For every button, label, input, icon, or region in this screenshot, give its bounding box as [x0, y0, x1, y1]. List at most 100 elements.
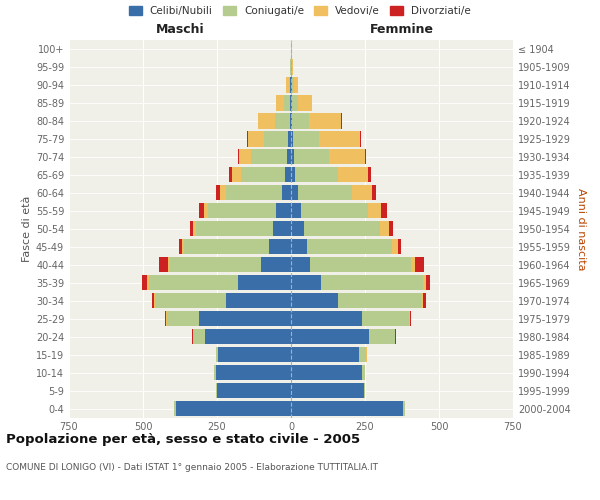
- Bar: [392, 239, 398, 254]
- Bar: [165, 311, 166, 326]
- Bar: [238, 149, 239, 164]
- Bar: [362, 365, 365, 380]
- Bar: [232, 167, 241, 182]
- Bar: [338, 167, 368, 182]
- Bar: [215, 347, 218, 362]
- Bar: [291, 401, 403, 416]
- Bar: [184, 239, 269, 254]
- Bar: [365, 149, 367, 164]
- Bar: [291, 311, 362, 326]
- Bar: [292, 60, 293, 74]
- Bar: [291, 383, 364, 398]
- Bar: [215, 185, 220, 200]
- Bar: [205, 329, 291, 344]
- Bar: [193, 329, 205, 344]
- Bar: [291, 275, 320, 290]
- Bar: [364, 383, 365, 398]
- Bar: [292, 96, 298, 110]
- Bar: [380, 221, 389, 236]
- Bar: [288, 131, 291, 146]
- Bar: [282, 185, 291, 200]
- Bar: [289, 78, 290, 92]
- Bar: [285, 167, 291, 182]
- Bar: [199, 203, 203, 218]
- Bar: [262, 257, 291, 272]
- Bar: [284, 96, 290, 110]
- Bar: [199, 311, 291, 326]
- Bar: [290, 96, 291, 110]
- Bar: [294, 78, 298, 92]
- Bar: [291, 203, 301, 218]
- Bar: [291, 347, 359, 362]
- Bar: [371, 185, 376, 200]
- Bar: [179, 239, 182, 254]
- Bar: [239, 149, 251, 164]
- Bar: [298, 96, 312, 110]
- Bar: [352, 185, 371, 200]
- Bar: [226, 293, 291, 308]
- Y-axis label: Anni di nascita: Anni di nascita: [576, 188, 586, 270]
- Bar: [409, 311, 410, 326]
- Bar: [291, 365, 362, 380]
- Bar: [291, 257, 310, 272]
- Bar: [170, 257, 262, 272]
- Bar: [411, 257, 415, 272]
- Bar: [148, 275, 149, 290]
- Bar: [229, 167, 232, 182]
- Bar: [319, 131, 360, 146]
- Bar: [298, 185, 352, 200]
- Bar: [226, 185, 282, 200]
- Bar: [423, 293, 425, 308]
- Bar: [293, 131, 319, 146]
- Bar: [241, 167, 285, 182]
- Bar: [203, 203, 208, 218]
- Bar: [291, 131, 293, 146]
- Bar: [215, 365, 291, 380]
- Bar: [276, 96, 284, 110]
- Bar: [220, 185, 226, 200]
- Bar: [269, 239, 291, 254]
- Text: Femmine: Femmine: [370, 24, 434, 36]
- Bar: [291, 329, 370, 344]
- Bar: [291, 185, 298, 200]
- Bar: [320, 275, 423, 290]
- Bar: [381, 203, 386, 218]
- Bar: [291, 149, 294, 164]
- Bar: [149, 275, 238, 290]
- Bar: [360, 131, 361, 146]
- Bar: [155, 293, 226, 308]
- Bar: [291, 96, 292, 110]
- Text: Popolazione per età, sesso e stato civile - 2005: Popolazione per età, sesso e stato civil…: [6, 432, 360, 446]
- Bar: [291, 114, 292, 128]
- Bar: [291, 293, 338, 308]
- Bar: [415, 257, 424, 272]
- Bar: [152, 293, 154, 308]
- Bar: [251, 149, 287, 164]
- Bar: [301, 203, 368, 218]
- Bar: [174, 401, 176, 416]
- Bar: [291, 221, 304, 236]
- Bar: [238, 275, 291, 290]
- Bar: [291, 239, 307, 254]
- Text: COMUNE DI LONIGO (VI) - Dati ISTAT 1° gennaio 2005 - Elaborazione TUTTITALIA.IT: COMUNE DI LONIGO (VI) - Dati ISTAT 1° ge…: [6, 462, 378, 471]
- Bar: [310, 257, 411, 272]
- Bar: [421, 293, 423, 308]
- Bar: [423, 275, 425, 290]
- Bar: [215, 383, 217, 398]
- Bar: [368, 203, 381, 218]
- Bar: [218, 347, 291, 362]
- Bar: [410, 311, 411, 326]
- Bar: [398, 239, 401, 254]
- Bar: [159, 257, 168, 272]
- Bar: [292, 114, 309, 128]
- Bar: [190, 221, 193, 236]
- Y-axis label: Fasce di età: Fasce di età: [22, 196, 32, 262]
- Legend: Celibi/Nubili, Coniugati/e, Vedovi/e, Divorziati/e: Celibi/Nubili, Coniugati/e, Vedovi/e, Di…: [126, 2, 474, 19]
- Bar: [275, 114, 290, 128]
- Bar: [168, 257, 170, 272]
- Bar: [425, 275, 430, 290]
- Bar: [265, 131, 288, 146]
- Bar: [176, 401, 291, 416]
- Bar: [359, 347, 367, 362]
- Bar: [167, 311, 199, 326]
